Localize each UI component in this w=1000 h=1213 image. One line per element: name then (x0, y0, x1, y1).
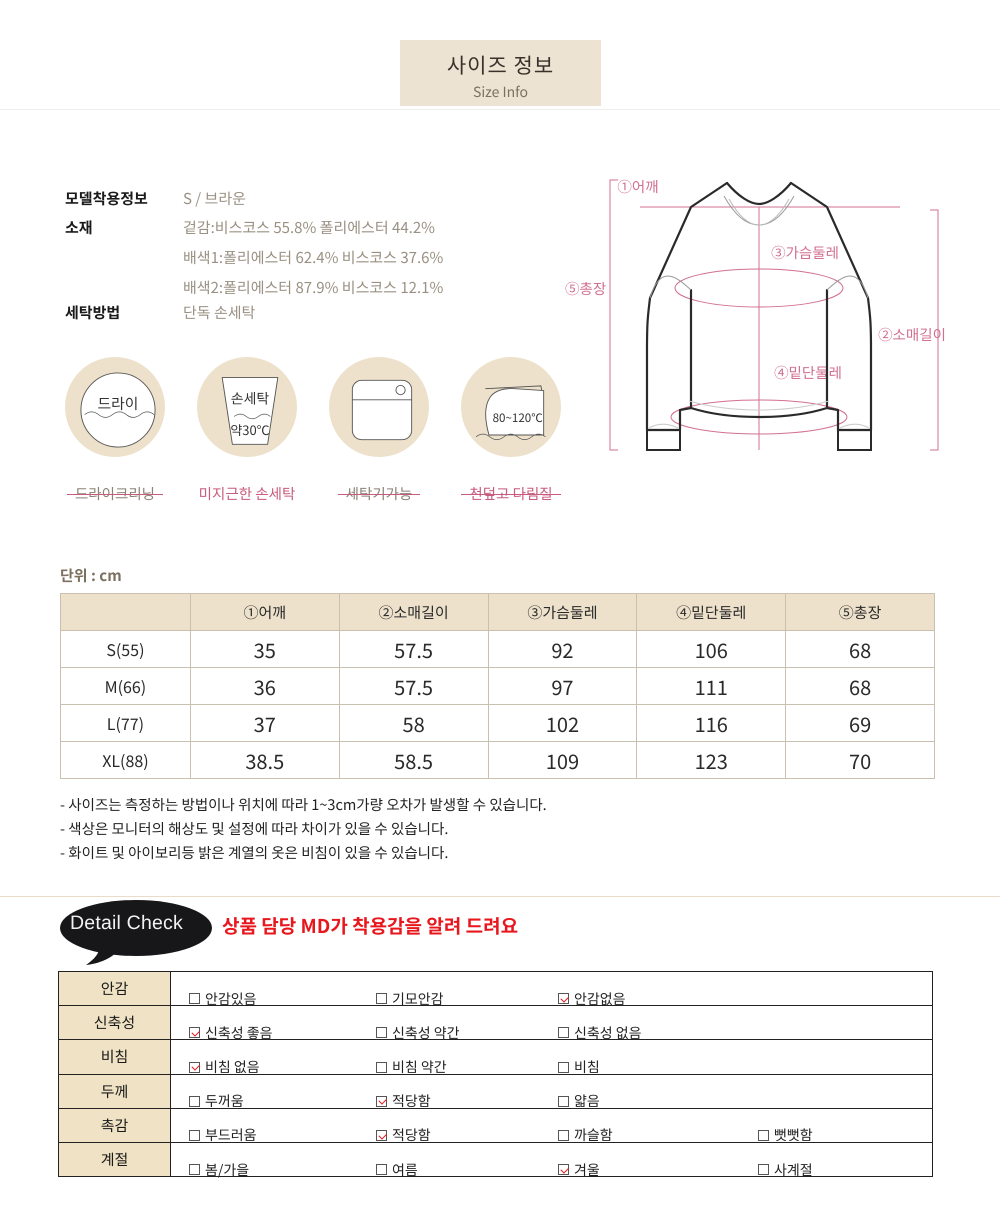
svg-text:④밑단둘레: ④밑단둘레 (774, 362, 842, 383)
svg-text:②소매길이: ②소매길이 (878, 324, 946, 345)
svg-text:80~120℃: 80~120℃ (493, 408, 543, 426)
svg-text:약30℃: 약30℃ (230, 421, 269, 440)
svg-text:①어깨: ①어깨 (617, 176, 658, 197)
svg-text:손세탁: 손세탁 (231, 389, 270, 408)
svg-text:③가슴둘레: ③가슴둘레 (771, 242, 839, 263)
svg-text:드라이: 드라이 (98, 391, 139, 413)
